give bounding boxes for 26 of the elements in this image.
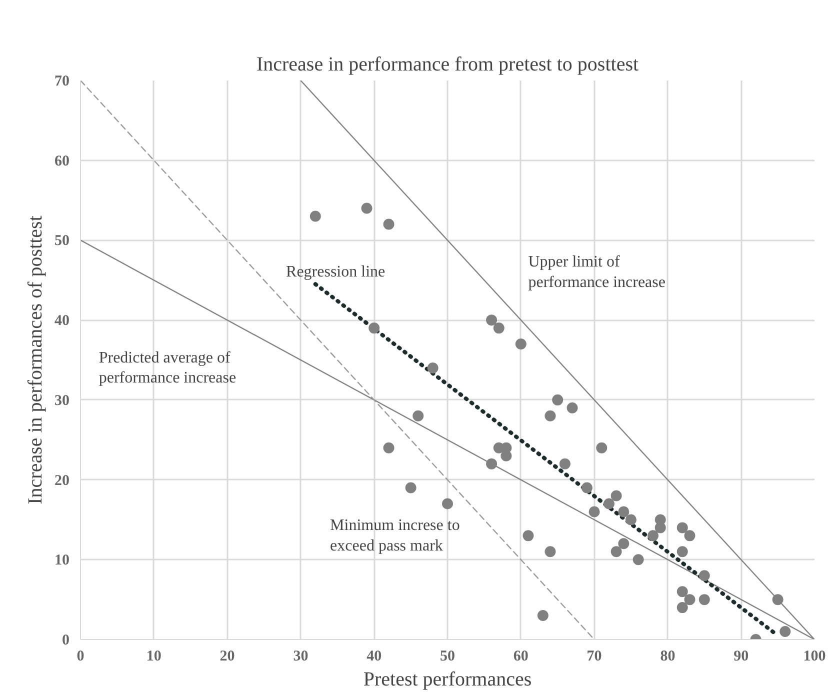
chart-title: Increase in performance from pretest to posttest: [256, 54, 639, 76]
y-tick-label: 30: [54, 392, 70, 409]
x-tick-label: 50: [440, 648, 455, 664]
x-tick-label: 40: [366, 648, 382, 664]
x-tick-label: 70: [586, 648, 602, 664]
annotation: Predicted average of performance increase: [98, 349, 236, 387]
x-tick-label: 80: [660, 648, 676, 664]
y-tick-label: 20: [54, 472, 70, 489]
x-axis-title: Pretest performances: [363, 668, 532, 690]
x-tick-label: 0: [76, 648, 84, 664]
y-tick-label: 10: [54, 552, 70, 569]
x-tick-label: 100: [803, 648, 826, 664]
annotation: Upper limit of performance increase: [528, 253, 666, 291]
y-tick-label: 50: [54, 233, 70, 250]
y-tick-label: 70: [54, 74, 70, 90]
annotation: Regression line: [286, 264, 386, 281]
x-tick-label: 30: [293, 648, 308, 664]
y-tick-label: 40: [54, 313, 70, 330]
x-tick-label: 10: [146, 648, 162, 664]
x-tick-label: 90: [734, 648, 749, 664]
x-tick-label: 60: [513, 648, 528, 664]
y-tick-label: 0: [62, 632, 70, 648]
x-tick-label: 20: [220, 648, 235, 664]
y-tick-label: 60: [54, 153, 70, 170]
y-axis-title: Increase in performances of posttest: [24, 215, 46, 504]
annotation: Minimum increse to exceed pass mark: [330, 516, 460, 554]
